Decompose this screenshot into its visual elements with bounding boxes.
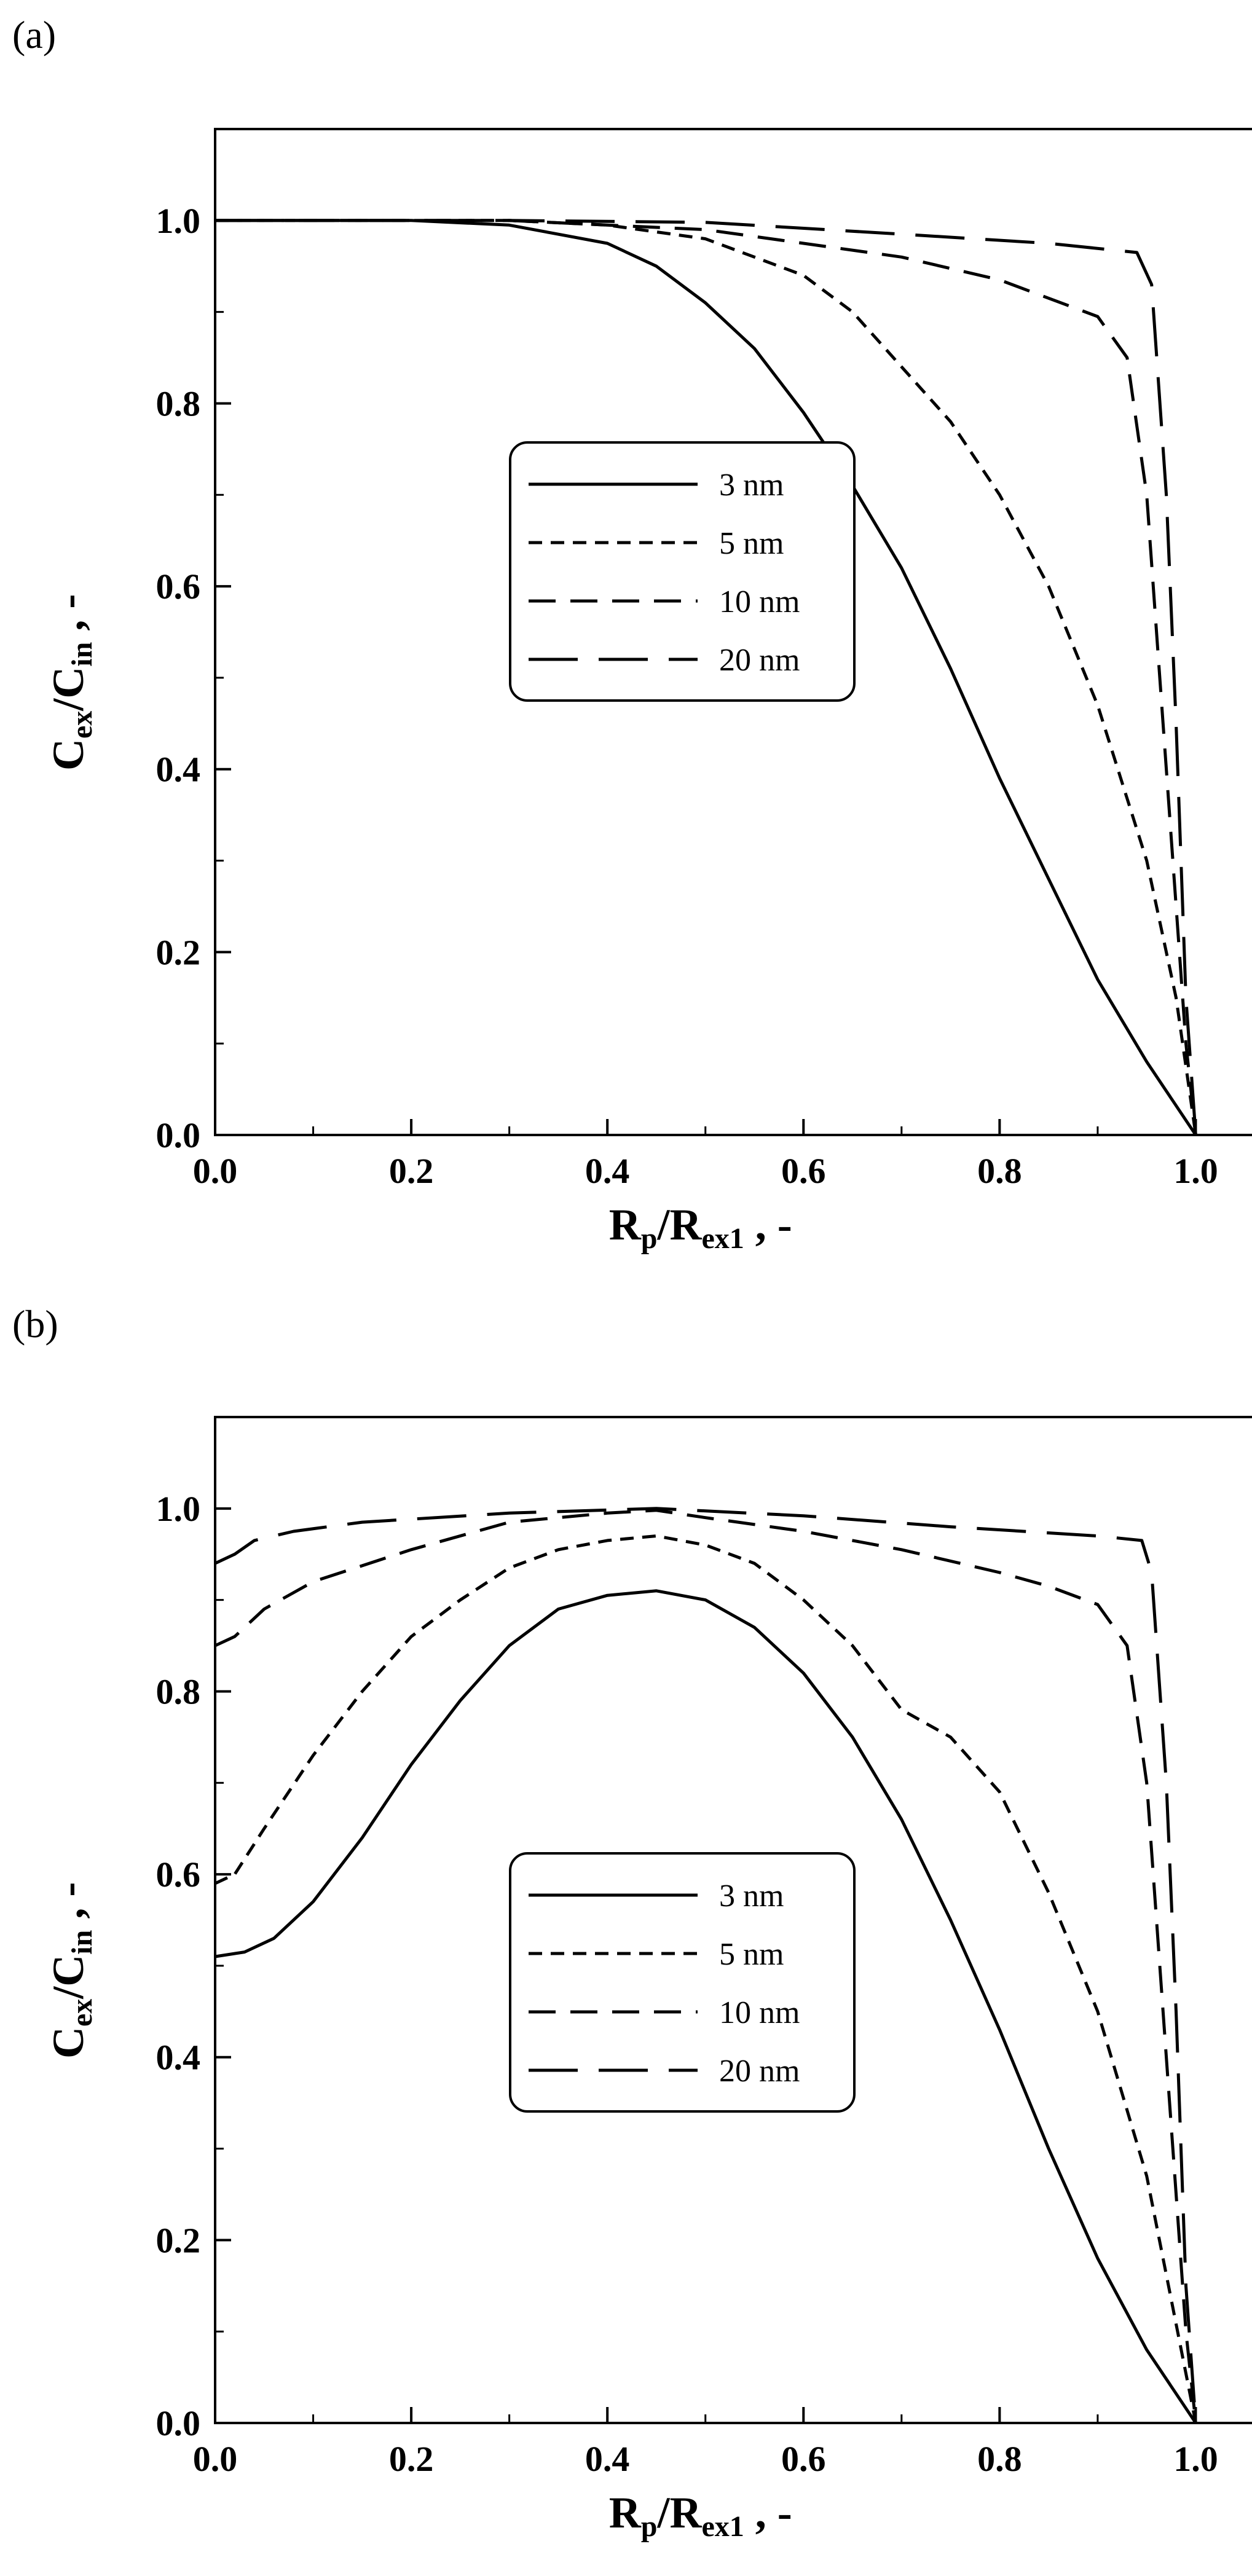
y-tick-label: 0.8 (156, 383, 201, 423)
legend-label: 5 nm (719, 1937, 784, 1972)
y-tick-label: 0.4 (156, 750, 201, 790)
chart-a-svg: (a) 0.0 0.2 0.4 0.6 0.8 1.0 0.0 0.2 0.4 0.6 0.8 1.0… (12, 13, 1252, 1255)
plot-area: 0.0 0.2 0.4 0.6 0.8 1.0 0.0 0.2 0.4 0.6 0.8 1.0 Rp/R… (44, 128, 1252, 1255)
x-tick-label: 0.6 (781, 2439, 826, 2479)
legend-label: 20 nm (719, 643, 800, 678)
legend-label: 5 nm (719, 526, 784, 561)
chart-panel-a: (a) 0.0 0.2 0.4 0.6 0.8 1.0 0.0 0.2 0.4 0.6 0.8 1.0… (12, 13, 1252, 1255)
x-tick-label: 0.8 (977, 2439, 1022, 2479)
y-tick-label: 1.0 (156, 201, 201, 241)
y-tick-label: 0.6 (156, 1855, 201, 1895)
series-line-10nm (215, 219, 1197, 1136)
panel-label: (a) (12, 13, 56, 57)
series-line-5nm (215, 219, 1197, 1136)
x-tick-label: 1.0 (1173, 2439, 1218, 2479)
x-tick-label: 0.8 (977, 1151, 1022, 1191)
chart-panel-b: (b) 0.0 0.2 0.4 0.6 0.8 1.0 0.0 0.2 0.4 0.6 0.8 1.0… (0, 1288, 1252, 2576)
series-line-5nm (214, 1534, 1197, 2424)
y-tick-label: 0.6 (156, 567, 201, 607)
plot-frame (214, 128, 1252, 1136)
y-tick-label: 0.8 (156, 1671, 201, 1711)
y-tick-label: 1.0 (156, 1489, 201, 1529)
legend-label: 3 nm (719, 1879, 784, 1914)
y-tick-label: 0.0 (156, 2403, 201, 2443)
y-axis-label: Cex/Cin , - (44, 1882, 98, 2059)
legend: 3 nm 5 nm 10 nm 20 nm (509, 1852, 856, 2113)
y-tick-label: 0.0 (156, 1115, 201, 1155)
series-line-20nm (215, 219, 1197, 1136)
legend-label: 10 nm (719, 584, 800, 619)
x-tick-label: 0.4 (585, 2439, 630, 2479)
x-tick-label: 0.2 (389, 2439, 434, 2479)
y-tick-label: 0.2 (156, 2220, 201, 2260)
legend-label: 3 nm (719, 468, 784, 503)
y-tick-label: 0.2 (156, 932, 201, 972)
y-axis-label: Cex/Cin , - (44, 594, 98, 771)
x-tick-label: 1.0 (1173, 1151, 1218, 1191)
x-tick-label: 0.4 (585, 1151, 630, 1191)
series-line-10nm (214, 1509, 1197, 2424)
plot-area: 0.0 0.2 0.4 0.6 0.8 1.0 0.0 0.2 0.4 0.6 0.8 1.0 Rp/R… (44, 1416, 1252, 2543)
x-tick-label: 0.6 (781, 1151, 826, 1191)
legend-label: 20 nm (719, 2054, 800, 2089)
x-axis-label: Rp/Rex1 , - (609, 2488, 792, 2543)
series-line-3nm (215, 1589, 1197, 2424)
x-tick-label: 0.0 (193, 1151, 238, 1191)
legend-label: 10 nm (719, 1995, 800, 2030)
plot-frame (214, 1416, 1252, 2424)
chart-b-svg: (b) 0.0 0.2 0.4 0.6 0.8 1.0 0.0 0.2 0.4 0.6 0.8 1.0… (12, 1302, 1252, 2543)
panel-label: (b) (12, 1302, 58, 1346)
series-line-20nm (214, 1507, 1197, 2424)
x-tick-label: 0.2 (389, 1151, 434, 1191)
legend-box (509, 1852, 856, 2113)
legend-box (509, 441, 856, 702)
legend: 3 nm 5 nm 10 nm 20 nm (509, 441, 856, 702)
x-tick-label: 0.0 (193, 2439, 238, 2479)
x-axis-label: Rp/Rex1 , - (609, 1200, 792, 1255)
y-tick-label: 0.4 (156, 2038, 201, 2078)
